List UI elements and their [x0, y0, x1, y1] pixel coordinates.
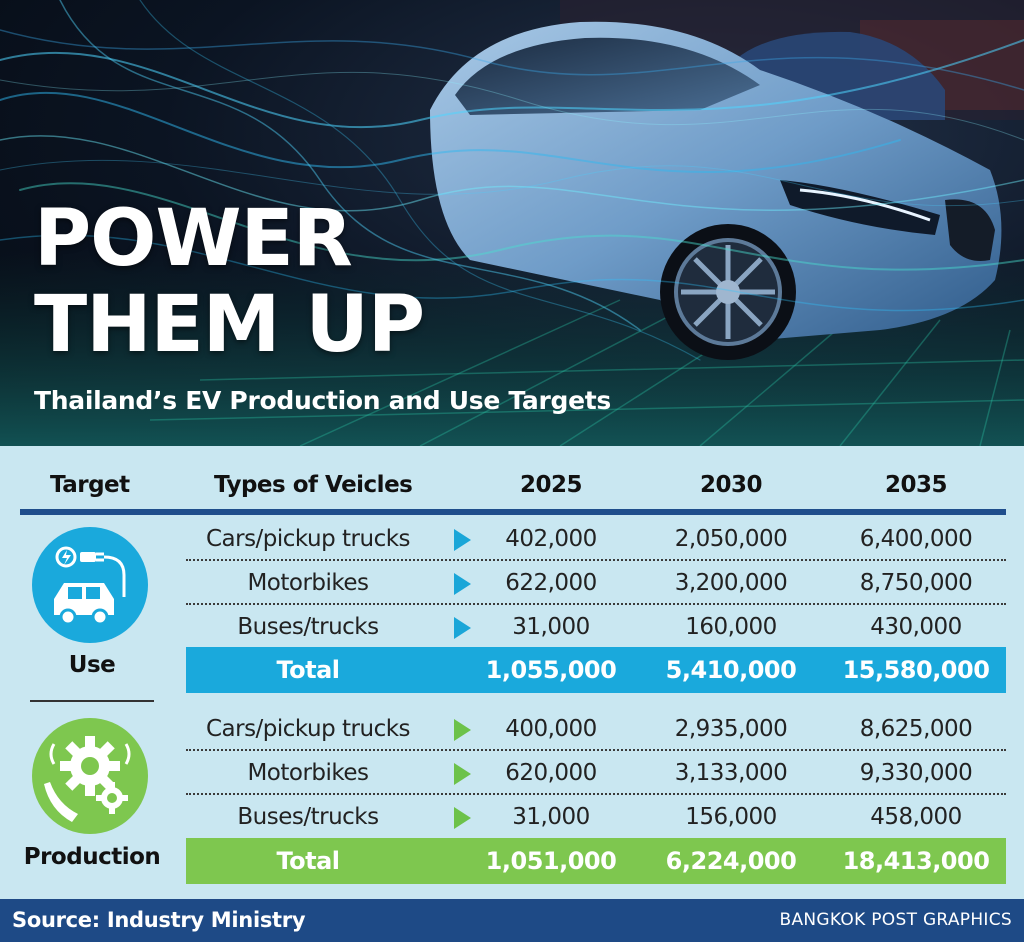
electric-car-charging-icon: [54, 546, 126, 626]
vehicle-type: Motorbikes: [247, 760, 369, 786]
value-2025: 622,000: [505, 570, 597, 596]
value-2025: 400,000: [505, 716, 597, 742]
total-2025: 1,055,000: [485, 656, 617, 684]
subtitle: Thailand’s EV Production and Use Targets: [34, 386, 611, 415]
total-2030: 6,224,000: [665, 847, 797, 875]
vehicle-type: Buses/trucks: [237, 804, 379, 830]
value-2035: 8,750,000: [859, 570, 973, 596]
section-divider: [30, 700, 154, 702]
total-2035: 18,413,000: [842, 847, 990, 875]
value-2030: 3,200,000: [674, 570, 788, 596]
vehicle-type: Cars/pickup trucks: [205, 716, 411, 742]
value-2030: 160,000: [685, 614, 777, 640]
vehicle-type: Cars/pickup trucks: [205, 526, 411, 552]
total-2025: 1,051,000: [485, 847, 617, 875]
arrow-right-icon: [454, 719, 471, 741]
use-target-label: Use: [68, 652, 116, 678]
value-2030: 3,133,000: [674, 760, 788, 786]
production-total-row: Total 1,051,000 6,224,000 18,413,000: [186, 838, 1006, 884]
value-2030: 2,050,000: [674, 526, 788, 552]
use-total-row: Total 1,055,000 5,410,000 15,580,000: [186, 647, 1006, 693]
use-icon-badge: [32, 527, 148, 643]
production-target-label: Production: [23, 844, 161, 870]
header-divider: [20, 509, 1006, 515]
production-icon-badge: [32, 718, 148, 834]
value-2035: 9,330,000: [859, 760, 973, 786]
table-row: Motorbikes 620,000 3,133,000 9,330,000: [186, 751, 1006, 795]
value-2025: 31,000: [512, 804, 590, 830]
footer-bar: Source: Industry Ministry BANGKOK POST G…: [0, 899, 1024, 942]
source-note: Source: Industry Ministry: [12, 908, 306, 932]
value-2025: 620,000: [505, 760, 597, 786]
value-2025: 31,000: [512, 614, 590, 640]
value-2030: 2,935,000: [674, 716, 788, 742]
table-row: Buses/trucks 31,000 160,000 430,000: [186, 605, 1006, 649]
header-2035: 2035: [884, 472, 948, 498]
hero-electric-car-illustration: [0, 0, 1024, 446]
hero-banner: POWER THEM UP Thailand’s EV Production a…: [0, 0, 1024, 446]
total-label: Total: [276, 847, 340, 875]
table-row: Buses/trucks 31,000 156,000 458,000: [186, 795, 1006, 839]
arrow-right-icon: [454, 763, 471, 785]
value-2035: 8,625,000: [859, 716, 973, 742]
value-2025: 402,000: [505, 526, 597, 552]
headline: POWER THEM UP: [34, 194, 425, 370]
arrow-right-icon: [454, 617, 471, 639]
header-types-of-vehicles: Types of Veicles: [214, 472, 413, 498]
arrow-right-icon: [454, 529, 471, 551]
total-2030: 5,410,000: [665, 656, 797, 684]
total-label: Total: [276, 656, 340, 684]
total-2035: 15,580,000: [842, 656, 990, 684]
arrow-right-icon: [454, 573, 471, 595]
header-2025: 2025: [519, 472, 583, 498]
headline-line-2: THEM UP: [34, 280, 425, 370]
table-row: Cars/pickup trucks 402,000 2,050,000 6,4…: [186, 517, 1006, 561]
vehicle-type: Motorbikes: [247, 570, 369, 596]
value-2035: 458,000: [870, 804, 962, 830]
value-2035: 430,000: [870, 614, 962, 640]
headline-line-1: POWER: [34, 194, 353, 284]
value-2035: 6,400,000: [859, 526, 973, 552]
vehicle-type: Buses/trucks: [237, 614, 379, 640]
gears-hand-icon: [44, 736, 131, 822]
arrow-right-icon: [454, 807, 471, 829]
value-2030: 156,000: [685, 804, 777, 830]
graphics-credit: BANGKOK POST GRAPHICS: [779, 910, 1012, 930]
table-row: Motorbikes 622,000 3,200,000 8,750,000: [186, 561, 1006, 605]
header-target: Target: [50, 472, 130, 498]
table-row: Cars/pickup trucks 400,000 2,935,000 8,6…: [186, 707, 1006, 751]
header-2030: 2030: [699, 472, 763, 498]
